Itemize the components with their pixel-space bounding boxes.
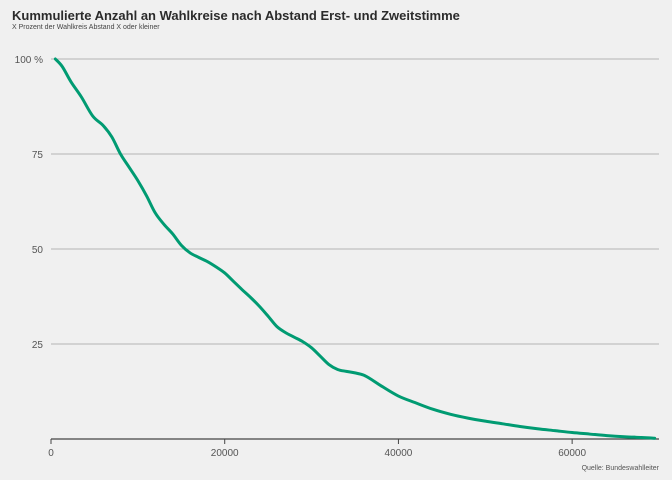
series-line [53,57,657,440]
series-layer [53,57,657,440]
x-tick-label: 0 [48,448,54,459]
grid-lines [51,58,659,345]
source-note: Quelle: Bundeswahlleiter [581,465,659,472]
y-tick-label: 50 [32,245,44,256]
y-tick-label: 100 % [15,55,43,66]
x-tick-label: 40000 [385,448,413,459]
y-tick-label: 75 [32,150,44,161]
y-tick-label: 25 [32,340,44,351]
axes: 25 50 75 100 % 0 20000 40000 60000 [15,55,659,459]
chart-subtitle: X Prozent der Wahlkreis Abstand X oder k… [12,24,160,31]
x-tick-label: 20000 [211,448,239,459]
x-tick-label: 60000 [558,448,586,459]
chart-title: Kummulierte Anzahl an Wahlkreise nach Ab… [12,8,460,23]
